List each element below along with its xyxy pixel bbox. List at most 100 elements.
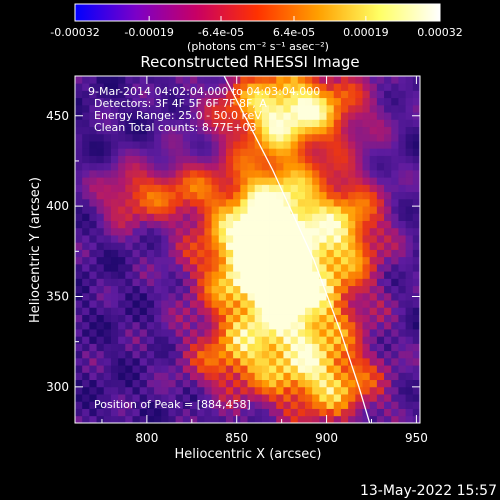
heatmap-cell (211, 278, 220, 287)
heatmap-cell (168, 90, 177, 99)
heatmap-cell (348, 126, 356, 135)
heatmap-cell (254, 206, 263, 214)
heatmap-cell (355, 256, 363, 265)
heatmap-cell (240, 343, 248, 352)
heatmap-cell (82, 329, 90, 337)
heatmap-cell (118, 408, 126, 417)
heatmap-cell (283, 256, 292, 265)
heatmap-cell (190, 394, 198, 402)
heatmap-cell (412, 379, 420, 388)
heatmap-cell (139, 97, 148, 106)
heatmap-cell (348, 415, 356, 423)
heatmap-cell (261, 83, 270, 91)
heatmap-cell (362, 83, 371, 91)
heatmap-cell (297, 227, 306, 236)
heatmap-cell (376, 83, 385, 91)
heatmap-cell (218, 76, 227, 84)
heatmap-cell (125, 292, 133, 301)
colorbar-unit-label: (photons cm⁻² s⁻¹ asec⁻²) (187, 40, 329, 53)
heatmap-cell (355, 83, 363, 91)
heatmap-cell (218, 235, 227, 243)
heatmap-cell (340, 321, 349, 330)
colorbar-tick-label: -6.4e-05 (198, 26, 244, 39)
heatmap-cell (89, 365, 97, 373)
heatmap-cell (376, 278, 385, 287)
heatmap-cell (384, 220, 392, 229)
heatmap-cell (240, 191, 248, 200)
y-axis-label: Heliocentric Y (arcsec) (28, 177, 43, 323)
x-tick-label: 800 (135, 431, 158, 445)
heatmap-cell (333, 119, 342, 128)
heatmap-cell (161, 256, 169, 265)
heatmap-cell (240, 285, 248, 294)
heatmap-cell (82, 372, 90, 381)
heatmap-cell (269, 357, 277, 366)
heatmap-cell (412, 372, 420, 381)
heatmap-cell (89, 256, 97, 265)
heatmap-cell (355, 415, 363, 423)
heatmap-cell (118, 177, 126, 185)
heatmap-cell (391, 177, 399, 185)
heatmap-cell (218, 271, 227, 279)
heatmap-cell (89, 119, 97, 128)
heatmap-cell (103, 206, 112, 214)
heatmap-cell (362, 220, 371, 229)
heatmap-cell (218, 169, 227, 178)
heatmap-cell (290, 278, 299, 287)
heatmap-cell (132, 126, 141, 135)
heatmap-cell (146, 198, 155, 207)
heatmap-cell (340, 76, 349, 84)
heatmap-cell (369, 133, 378, 142)
heatmap-cell (326, 357, 335, 366)
heatmap-cell (168, 184, 177, 193)
heatmap-cell (218, 321, 227, 330)
heatmap-cell (340, 141, 349, 149)
heatmap-cell (348, 227, 356, 236)
heatmap-cell (146, 104, 155, 113)
heatmap-cell (305, 155, 313, 164)
heatmap-cell (369, 119, 378, 128)
heatmap-cell (269, 300, 277, 308)
heatmap-cell (391, 112, 399, 120)
heatmap-cell (103, 242, 112, 250)
heatmap-cell (254, 408, 263, 417)
heatmap-cell (154, 148, 162, 156)
heatmap-cell (247, 321, 256, 330)
heatmap-cell (297, 408, 306, 417)
heatmap-cell (118, 119, 126, 128)
heatmap-cell (168, 177, 177, 185)
heatmap-cell (312, 343, 320, 352)
heatmap-cell (233, 300, 241, 308)
heatmap-cell (118, 278, 126, 287)
heatmap-cell (333, 97, 342, 106)
heatmap-cell (110, 379, 119, 388)
heatmap-cell (333, 148, 342, 156)
heatmap-cell (89, 271, 97, 279)
heatmap-cell (96, 169, 105, 178)
heatmap-cell (225, 321, 234, 330)
heatmap-cell (161, 357, 169, 366)
heatmap-cell (305, 278, 313, 287)
heatmap-cell (305, 372, 313, 381)
heatmap-cell (355, 90, 363, 99)
heatmap-cell (297, 126, 306, 135)
heatmap-cell (369, 329, 378, 337)
heatmap-cell (103, 119, 112, 128)
heatmap-cell (369, 249, 378, 258)
heatmap-cell (168, 227, 177, 236)
heatmap-cell (89, 235, 97, 243)
heatmap-cell (197, 112, 205, 120)
heatmap-cell (103, 343, 112, 352)
heatmap-cell (182, 206, 191, 214)
heatmap-cell (233, 191, 241, 200)
heatmap-cell (132, 227, 141, 236)
heatmap-cell (125, 141, 133, 149)
heatmap-cell (376, 329, 385, 337)
heatmap-cell (384, 198, 392, 207)
heatmap-cell (168, 372, 177, 381)
heatmap-cell (168, 321, 177, 330)
heatmap-cell (362, 90, 371, 99)
heatmap-cell (333, 379, 342, 388)
heatmap-cell (405, 148, 414, 156)
heatmap-cell (197, 155, 205, 164)
